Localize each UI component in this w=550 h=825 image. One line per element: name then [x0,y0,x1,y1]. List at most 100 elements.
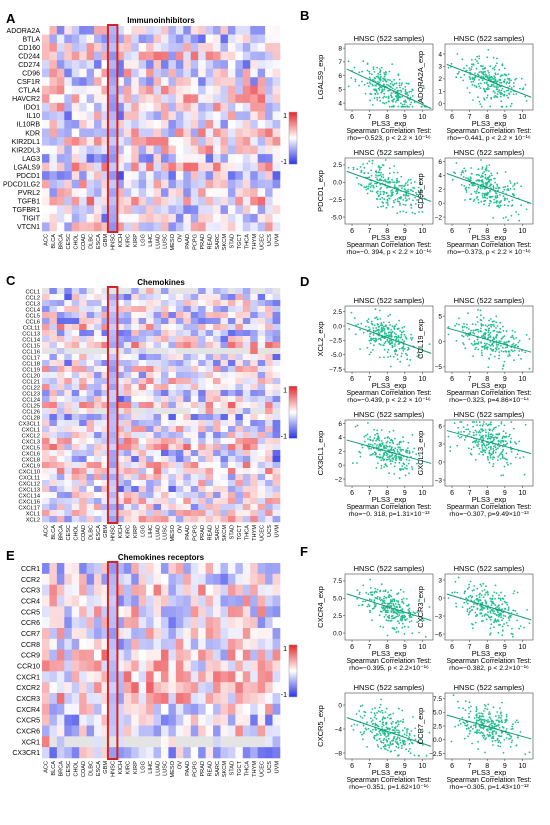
heatmap-cell [64,595,73,607]
data-point [467,312,469,315]
data-point [465,177,467,180]
heatmap-cell [94,573,102,585]
data-point [457,435,460,437]
heatmap-cell [42,348,50,355]
heatmap-cell [123,94,132,104]
heatmap-cell [220,573,229,585]
heatmap-cell [108,205,117,215]
heatmap-cell [161,77,169,87]
heatmap-cell [123,714,132,726]
heatmap-cell [42,468,50,475]
heatmap-cell [242,628,251,640]
heatmap-cell [86,432,95,439]
heatmap-cell [64,414,73,421]
heatmap-cell [272,573,281,585]
heatmap-cell [108,420,117,427]
heatmap-cell [227,179,236,189]
heatmap-cell [94,432,102,439]
heatmap-cell [168,595,177,607]
data-point [364,440,366,443]
heatmap-cell [86,384,95,391]
heatmap-cell [265,294,273,301]
heatmap-cell [213,85,221,95]
heatmap-cell [64,649,73,661]
heatmap-cell [265,354,273,361]
data-point [503,81,506,83]
data-point [468,338,471,341]
data-point [505,458,507,460]
heatmap-cell [257,384,266,391]
heatmap-cell [56,408,65,415]
heatmap-cell [213,714,221,726]
data-point [490,85,493,88]
heatmap-cell [168,444,177,451]
heatmap-cell [79,420,87,427]
heatmap-cell [235,137,244,146]
data-point [483,203,485,206]
heatmap-cell [94,213,102,223]
heatmap-cell [49,671,58,683]
heatmap-cell [71,26,80,35]
heatmap-cell [56,462,65,469]
data-point [398,347,401,350]
data-point [498,206,501,209]
heatmap-cell [42,366,50,373]
data-point [378,68,381,70]
data-point [465,69,468,72]
heatmap-cell [161,306,169,313]
heatmap-cell [56,480,65,487]
heatmap-cell [153,102,162,112]
heatmap-cell [183,660,192,672]
data-point [502,346,504,349]
heatmap-cell [205,154,214,163]
heatmap-cell [205,26,214,35]
heatmap-cell [153,660,162,672]
heatmap-cell [213,492,221,499]
heatmap-cell [198,390,206,397]
heatmap-cell [138,725,147,737]
heatmap-cell [183,43,192,52]
data-point [372,68,375,71]
heatmap-cell [79,378,87,385]
heatmap-cell [205,306,214,313]
heatmap-cell [56,390,65,397]
heatmap-cell [220,154,229,163]
data-point [376,198,379,201]
heatmap-cell [131,396,139,403]
heatmap-cell [153,372,162,379]
heatmap-cell [123,408,132,415]
heatmap-cell [101,294,110,301]
heatmap-cell [131,584,139,596]
data-point [512,185,514,188]
data-point [471,84,474,86]
heatmap-cell [161,498,169,505]
data-point [466,424,469,426]
heatmap-cell [138,119,147,129]
heatmap-cell [183,510,192,517]
heatmap-cell [272,462,281,469]
x-tick-label: 7 [468,114,472,121]
heatmap-cell [86,617,95,629]
heatmap-cell [138,34,147,44]
heatmap-cell [175,366,184,373]
heatmap-cell [79,384,87,391]
data-point [375,467,378,469]
heatmap-cell [42,462,50,469]
data-point [466,87,469,89]
heatmap-cell [56,384,65,391]
data-point [407,441,410,444]
data-point [474,429,477,432]
column-label: BRCA [59,234,65,250]
heatmap-cell [64,573,73,585]
heatmap-cell [123,111,132,121]
heatmap-cell [265,205,273,215]
heatmap-cell [131,288,139,295]
data-point [455,323,458,325]
heatmap-cell [86,213,95,223]
heatmap-cell [146,43,154,52]
heatmap-cell [42,444,50,451]
data-point [396,190,399,193]
heatmap-cell [161,34,169,44]
heatmap-cell [220,725,229,737]
heatmap-cell [272,628,281,640]
